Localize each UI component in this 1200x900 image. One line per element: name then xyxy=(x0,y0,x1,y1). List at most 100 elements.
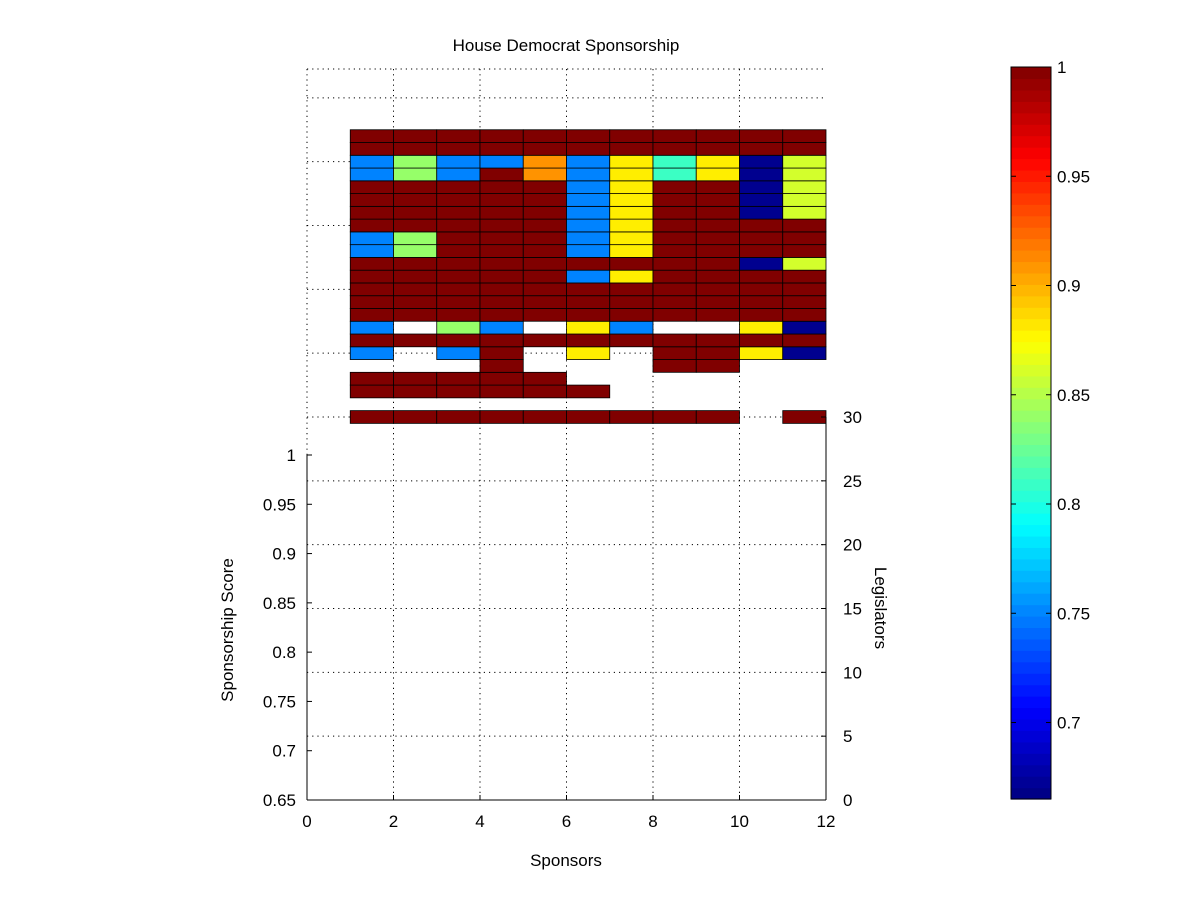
surface-cell xyxy=(436,257,481,271)
surface-cell xyxy=(652,257,697,271)
surface-cell xyxy=(393,410,438,424)
surface-cell xyxy=(436,231,481,246)
x-tick-label: 8 xyxy=(648,812,657,831)
surface-cell xyxy=(393,218,438,233)
colorbar-segment xyxy=(1011,410,1051,423)
surface-cell xyxy=(609,308,654,322)
surface-cell xyxy=(393,205,438,220)
colorbar-segment xyxy=(1011,330,1051,343)
surface-cell xyxy=(436,282,481,297)
surface-cell xyxy=(609,154,654,169)
surface-cell xyxy=(609,231,654,246)
surface-cell xyxy=(393,371,438,386)
surface-cell xyxy=(782,244,827,258)
y2-axis-label: Legislators xyxy=(871,567,890,649)
colorbar-segment xyxy=(1011,787,1051,800)
colorbar-segment xyxy=(1011,89,1051,102)
surface-cell xyxy=(349,371,394,386)
surface-cell xyxy=(782,205,827,220)
surface-cell xyxy=(349,218,394,233)
surface-cell xyxy=(652,244,697,258)
surface-cell xyxy=(479,346,524,360)
colorbar-segment xyxy=(1011,398,1051,411)
colorbar-segment xyxy=(1011,501,1051,514)
surface-cell xyxy=(522,129,567,143)
surface-cell xyxy=(566,231,611,246)
colorbar: 0.7 0.75 0.8 0.85 0.9 0.95 1 xyxy=(1010,58,1090,800)
colorbar-segment xyxy=(1011,101,1051,114)
surface-cell xyxy=(782,282,827,297)
surface-cell xyxy=(782,231,827,246)
surface-cell xyxy=(609,205,654,220)
colorbar-segment xyxy=(1011,158,1051,171)
surface-cell xyxy=(566,218,611,233)
surface-cell xyxy=(695,231,740,246)
colorbar-segment xyxy=(1011,684,1051,697)
colorbar-segment xyxy=(1011,547,1051,560)
surface-cell xyxy=(479,205,524,220)
surface-cell xyxy=(566,154,611,169)
surface-cell xyxy=(566,244,611,258)
surface-cell xyxy=(652,333,697,348)
colorbar-segment xyxy=(1011,341,1051,354)
surface-cell xyxy=(349,295,394,309)
surface-cell xyxy=(782,346,827,360)
surface-cell xyxy=(739,257,784,271)
y2-tick-label: 5 xyxy=(843,727,852,746)
surface-cell xyxy=(652,205,697,220)
colorbar-segment xyxy=(1011,375,1051,388)
colorbar-tick-label: 0.7 xyxy=(1057,714,1081,733)
surface-cell xyxy=(522,154,567,169)
surface-cell xyxy=(652,410,697,424)
surface-cell xyxy=(349,231,394,246)
colorbar-tick-label: 0.95 xyxy=(1057,167,1090,186)
surface-cell xyxy=(609,269,654,284)
colorbar-segment xyxy=(1011,776,1051,789)
surface-cell xyxy=(652,129,697,143)
surface-cell xyxy=(739,205,784,220)
y2-tick-label: 15 xyxy=(843,600,862,619)
surface-cell xyxy=(695,333,740,348)
colorbar-segment xyxy=(1011,764,1051,777)
colorbar-segment xyxy=(1011,718,1051,731)
surface-cell xyxy=(739,244,784,258)
colorbar-segment xyxy=(1011,147,1051,160)
surface-cell xyxy=(695,180,740,194)
surface-cell xyxy=(393,295,438,309)
surface-cell xyxy=(349,142,394,156)
colorbar-segment xyxy=(1011,490,1051,503)
surface-cell xyxy=(566,282,611,297)
surface-cell xyxy=(522,282,567,297)
surface-cell xyxy=(695,154,740,169)
colorbar-segment xyxy=(1011,455,1051,468)
surface-cell xyxy=(479,295,524,309)
surface-cell xyxy=(652,295,697,309)
colorbar-segment xyxy=(1011,295,1051,308)
surface-cell xyxy=(566,333,611,348)
surface-cell xyxy=(739,129,784,143)
surface-cell xyxy=(349,129,394,143)
surface-cell xyxy=(739,167,784,182)
surface-cell xyxy=(695,346,740,360)
surface-cell xyxy=(566,308,611,322)
y-tick-label: 0.65 xyxy=(263,791,296,810)
surface-cell xyxy=(522,244,567,258)
surface-cell xyxy=(695,244,740,258)
surface-cell xyxy=(349,308,394,322)
colorbar-segment xyxy=(1011,467,1051,480)
surface-cell xyxy=(739,282,784,297)
surface-cell xyxy=(349,384,394,399)
x-tick-label: 4 xyxy=(475,812,484,831)
surface-cell xyxy=(393,167,438,182)
surface-cell xyxy=(782,410,827,424)
surface-cell xyxy=(479,142,524,156)
surface-cell xyxy=(479,371,524,386)
colorbar-segment xyxy=(1011,673,1051,686)
surface-cell xyxy=(695,142,740,156)
surface-cell xyxy=(479,384,524,399)
surface-cell xyxy=(436,167,481,182)
surface-cell xyxy=(695,359,740,373)
surface-cell xyxy=(782,129,827,143)
surface-cell xyxy=(436,244,481,258)
surface-cell xyxy=(349,154,394,169)
